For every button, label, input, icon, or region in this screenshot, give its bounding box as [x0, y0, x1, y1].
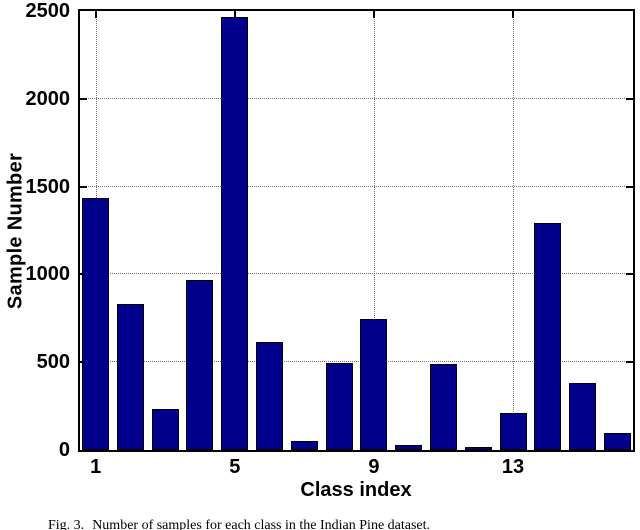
bar: [464, 446, 492, 450]
h-gridline: [80, 185, 633, 187]
caption-prefix: Fig. 3.: [48, 518, 85, 530]
bar: [256, 342, 284, 450]
bar: [569, 383, 597, 450]
v-gridline: [513, 11, 514, 450]
bar: [325, 362, 353, 450]
x-tick-label: 9: [368, 456, 380, 478]
y-tick-mark: [626, 185, 633, 188]
y-tick-label: 2000: [25, 87, 71, 110]
y-tick-label: 0: [58, 439, 70, 461]
y-tick-label: 1000: [25, 263, 71, 286]
y-tick-mark: [626, 361, 633, 364]
bar: [290, 440, 318, 450]
y-tick-mark: [80, 97, 87, 100]
plot-area: [78, 9, 635, 452]
x-tick-label: 1: [90, 456, 102, 478]
figure-caption: Fig. 3. Number of samples for each class …: [48, 518, 608, 530]
y-tick-mark: [626, 273, 633, 276]
bar: [360, 318, 388, 450]
caption-text: Number of samples for each class in the …: [92, 518, 431, 530]
x-tick-mark: [372, 11, 375, 18]
x-tick-mark: [233, 11, 236, 18]
v-gridline: [373, 11, 375, 450]
bar: [82, 198, 110, 450]
bar: [186, 280, 214, 450]
x-tick-mark: [512, 11, 514, 18]
x-tick-mark: [94, 11, 97, 18]
x-tick-label: 5: [229, 456, 241, 478]
bar: [534, 222, 562, 450]
bar: [221, 16, 249, 450]
y-tick-label: 500: [36, 351, 70, 374]
bar: [116, 303, 144, 450]
y-tick-mark: [80, 185, 87, 188]
bar: [151, 408, 179, 450]
bar: [603, 433, 631, 450]
y-tick-mark: [626, 97, 633, 100]
x-tick-label: 13: [501, 456, 525, 478]
x-axis-label: Class index: [300, 479, 412, 501]
bar: [395, 445, 423, 450]
bar: [499, 412, 527, 450]
h-gridline: [80, 97, 633, 99]
h-gridline: [80, 361, 633, 363]
bar: [429, 364, 457, 450]
y-tick-label: 1500: [25, 175, 71, 198]
h-gridline: [80, 273, 633, 275]
y-tick-label: 2500: [25, 0, 71, 22]
